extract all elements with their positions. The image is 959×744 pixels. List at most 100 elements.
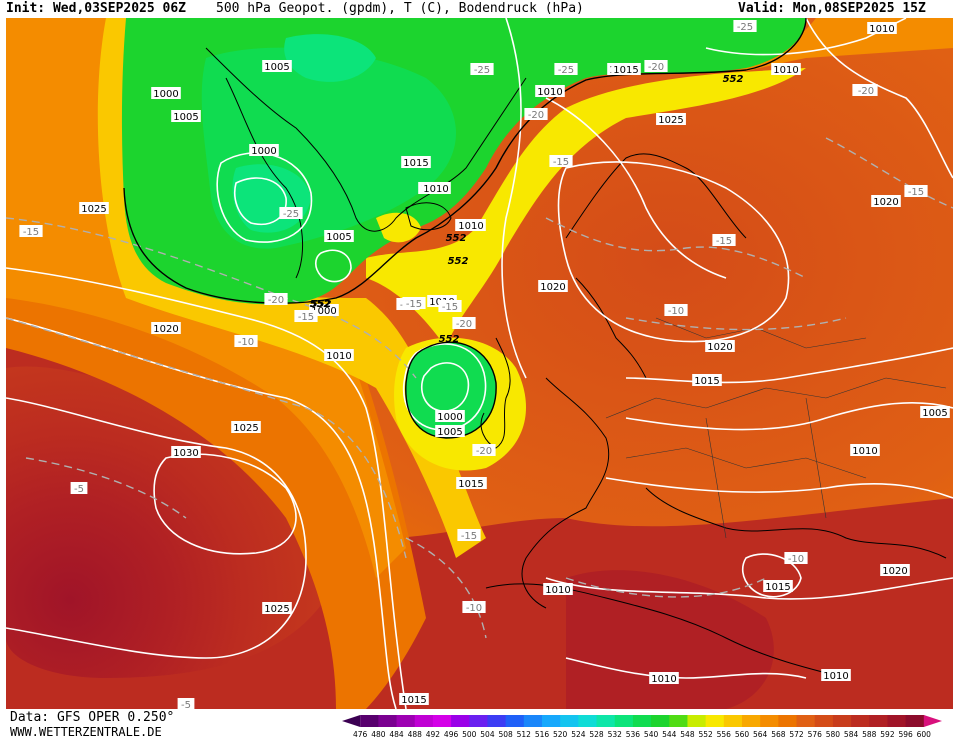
legend-swatch [687,715,707,727]
temperature-label-box [234,335,258,347]
temperature-label: -10 [788,554,804,565]
greenland-coast [205,47,527,232]
pressure-label-box [611,63,641,75]
pressure-label: 1015 [401,695,426,706]
legend-value: 564 [753,730,768,739]
legend-swatch [487,715,507,727]
pressure-label-box [435,425,465,437]
orange-band-north [446,18,953,268]
pressure-label: 1010 [869,24,894,35]
isobar-1025 [6,397,307,659]
temperature-label-box [712,234,736,246]
legend-swatch [542,715,561,727]
pressure-label-box [649,672,679,684]
pressure-label: 1005 [264,62,289,73]
pressure-label: 1020 [153,324,178,335]
pressure-label: 1010 [458,221,483,232]
temperature-label: -15 [23,227,39,238]
british-isles-coast [480,337,511,449]
temperature-label: -20 [476,446,492,457]
pressure-label-box [456,219,486,231]
isobar-cutoff-inner [420,362,470,412]
pressure-label-box [231,421,261,433]
legend-swatch [923,715,942,727]
temperature-label-box [177,698,195,709]
map-footer: Data: GFS OPER 0.250° WWW.WETTERZENTRALE… [0,709,959,741]
legend-swatch [705,715,725,727]
legend-swatch [723,715,743,727]
legend-swatch [578,715,598,727]
temperature-label: -15 [298,312,314,323]
legend-value: 592 [880,730,895,739]
legend-swatch [796,715,816,727]
pressure-label: 1010 [545,585,570,596]
temperature-label-box [402,297,426,309]
map-header: Init: Wed,03SEP2025 06Z 500 hPa Geopot. … [0,0,959,18]
isobar-1020-east [625,347,953,384]
legend-value: 512 [517,730,532,739]
pressure-label-box [821,669,851,681]
legend-swatch [905,715,925,727]
temperature-label: -25 [558,65,574,76]
temperature-label-box [438,300,462,312]
legend-swatch [778,715,798,727]
pressure-label: 1020 [882,566,907,577]
pressure-label-box [249,144,279,156]
temperature-label-box [549,155,573,167]
legend-swatch [596,715,616,727]
pressure-label-box [79,202,109,214]
pressure-label: 1000 [437,412,462,423]
legend-swatch [360,715,379,727]
temperature-label-box [457,529,481,541]
temperature-isotherms [6,137,953,639]
temperature-label: -20 [268,295,284,306]
legend-swatch [869,715,888,727]
temperature-label-box [462,601,486,613]
temperature-label: -25 [474,65,490,76]
pressure-label-box [871,195,901,207]
pressure-labels: 1010 1005 1000 1005 1020 1010 1025 1020 1000 1005… [19,20,950,709]
pressure-label-box [421,182,451,194]
legend-swatch [451,715,470,727]
pressure-label-box [867,22,897,34]
iceland-coast [405,202,452,231]
temperature-label: -25 [283,209,299,220]
pressure-label: 1020 [873,197,898,208]
valid-time: Valid: Mon,08SEP2025 15Z [738,1,926,16]
pressure-label: 1010 [773,65,798,76]
temperature-label-box [664,304,688,316]
pressure-label: 1005 [437,427,462,438]
pressure-label-box [763,580,793,592]
pressure-label: 1000 [251,146,276,157]
temperature-label-box [470,63,494,75]
isobar-1025-scandinavia [557,161,790,343]
temperature-label-box [19,225,43,237]
legend-swatch [432,715,452,727]
legend-value: 544 [662,730,677,739]
legend-value: 596 [898,730,913,739]
isobar-1015-west [6,317,397,709]
isobar-1030 [153,453,297,555]
legend-swatch [760,715,779,727]
pressure-label-box [543,583,573,595]
pressure-label: 1010 [423,184,448,195]
isotherm-minus-15-east [545,217,807,279]
temperature-label-box [524,108,548,120]
pressure-label-box [435,410,465,422]
north-africa-warm [566,570,774,709]
pressure-label: 1015 [403,158,428,169]
temperature-label: -15 [553,157,569,168]
pressure-label: 1015 [765,582,790,593]
yellow-band-north [366,68,806,348]
legend-value: 568 [771,730,786,739]
pressure-label-box [656,113,686,125]
legend-swatch [523,715,543,727]
pressure-label: 1020 [707,342,732,353]
legend-swatch [851,715,870,727]
legend-swatch [742,715,761,727]
pressure-label: 1005 [922,408,947,419]
france-spain-coast [521,377,610,609]
pressure-label: 1020 [540,282,565,293]
temperature-label-box [784,552,808,564]
pressure-label: 1010 [326,351,351,362]
